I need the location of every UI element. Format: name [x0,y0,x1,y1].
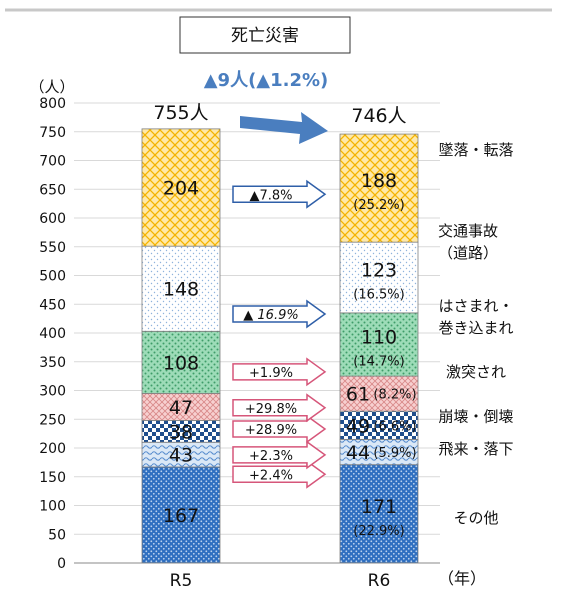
series-label: その他 [453,509,498,527]
data-label: 43 [169,445,193,467]
change-arrow: ▲ 16.9% [232,299,327,329]
change-label: +2.3% [249,449,293,464]
total-label-r6: 746人 [351,105,406,127]
y-tick-label: 500 [39,269,66,285]
series-label: 巻き込まれ [438,319,513,337]
total-change-arrow [240,112,328,144]
change-label: ▲7.8% [249,188,292,203]
data-label: 47 [169,397,193,419]
bar-segment [339,312,419,377]
x-axis-label: （年） [438,569,486,588]
y-tick-labels: 0 50 100 150 200 250 300 350 400 450 500 550 600 650 7… [39,96,66,572]
y-tick-label: 350 [39,355,66,371]
data-label: 108 [163,352,199,374]
change-label: ▲ 16.9% [243,308,298,323]
y-tick-label: 650 [39,182,66,198]
y-tick-label: 50 [48,527,66,543]
series-label: 墜落・転落 [438,141,513,159]
change-arrow-shape [232,440,327,470]
y-tick-label: 0 [57,556,66,572]
bar-segment [141,441,221,468]
share-label: (8.2%) [373,388,416,403]
share-label: (14.7%) [353,355,404,370]
bar-segment [339,375,419,412]
change-arrow-shape [232,393,327,423]
data-label: 123 [361,260,397,282]
change-arrow-shape [232,179,327,209]
series-label: 交通事故 [438,222,498,240]
data-label: 204 [163,178,199,200]
change-arrows: +2.4% +2.3% +28.9% +29.8% +1.9% ▲ 16.9% ▲7.8% [232,179,327,489]
total-change-label: ▲9人(▲1.2%) [204,70,329,91]
data-label: 44 [346,442,370,464]
chart-title: 死亡災害 [231,26,299,46]
series-label: 崩壊・倒壊 [438,408,513,426]
bar-segment [339,410,419,440]
series-labels: その他 飛来・落下 崩壊・倒壊 激突され はさまれ・巻き込まれ 交通事故 （道路） 墜落・転落 [438,141,514,527]
change-arrow: +28.9% [232,414,327,444]
change-label: +2.4% [249,468,293,483]
change-arrow-shape [232,299,327,329]
y-tick-label: 200 [39,441,66,457]
bar-stack-r6: 171 (22.9%) 44 (5.9%)49 (6.6%)61 (8.2%) 110 (14… [339,133,419,564]
bar-segment [141,330,221,394]
y-tick-label: 400 [39,326,66,342]
y-tick-label: 750 [39,125,66,141]
share-label: (6.6%) [373,419,416,434]
y-tick-label: 150 [39,470,66,486]
category-labels: R5 R6 [170,571,391,591]
y-tick-label: 600 [39,211,66,227]
share-label: (5.9%) [373,446,416,461]
data-label: 188 [361,170,397,192]
y-axis-label: （人） [29,78,74,96]
bar-segment [141,128,221,247]
bar-segment [339,133,419,243]
bar-segment [141,466,221,564]
series-label: （道路） [438,244,498,262]
data-label: 110 [361,327,397,349]
data-label: 148 [163,279,199,301]
total-label-r5: 755人 [153,102,208,124]
y-tick-label: 700 [39,154,66,170]
change-arrow: ▲7.8% [232,179,327,209]
data-label: 167 [163,505,199,527]
share-label: (25.2%) [353,198,404,213]
change-label: +29.8% [245,402,297,417]
change-arrow: +1.9% [232,357,327,387]
y-tick-label: 100 [39,499,66,515]
change-arrow: +2.4% [232,459,327,489]
change-arrow: +2.3% [232,440,327,470]
title-box [179,16,351,54]
y-tick-label: 250 [39,412,66,428]
y-tick-label: 800 [39,96,66,112]
y-tick-label: 300 [39,384,66,400]
data-label: 49 [346,415,370,437]
bar-segment [141,245,221,332]
bar-segment [339,438,419,466]
category-label-r6: R6 [368,571,391,591]
series-label: 激突され [446,363,506,381]
category-label-r5: R5 [170,571,193,591]
share-label: (16.5%) [353,288,404,303]
share-label: (22.9%) [353,524,404,539]
bar-segment [339,241,419,314]
data-label: 38 [169,421,193,443]
data-label: 171 [361,496,397,518]
change-arrow: +29.8% [232,393,327,423]
bar-segment [339,464,419,564]
bar-segment [141,392,221,421]
change-label: +1.9% [249,366,293,381]
y-tick-label: 550 [39,240,66,256]
series-label: 飛来・落下 [438,440,513,458]
change-arrow-shape [232,357,327,387]
change-label: +28.9% [245,423,297,438]
data-label: 61 [346,384,370,406]
y-tick-label: 450 [39,297,66,313]
series-label: はさまれ・ [438,297,513,315]
